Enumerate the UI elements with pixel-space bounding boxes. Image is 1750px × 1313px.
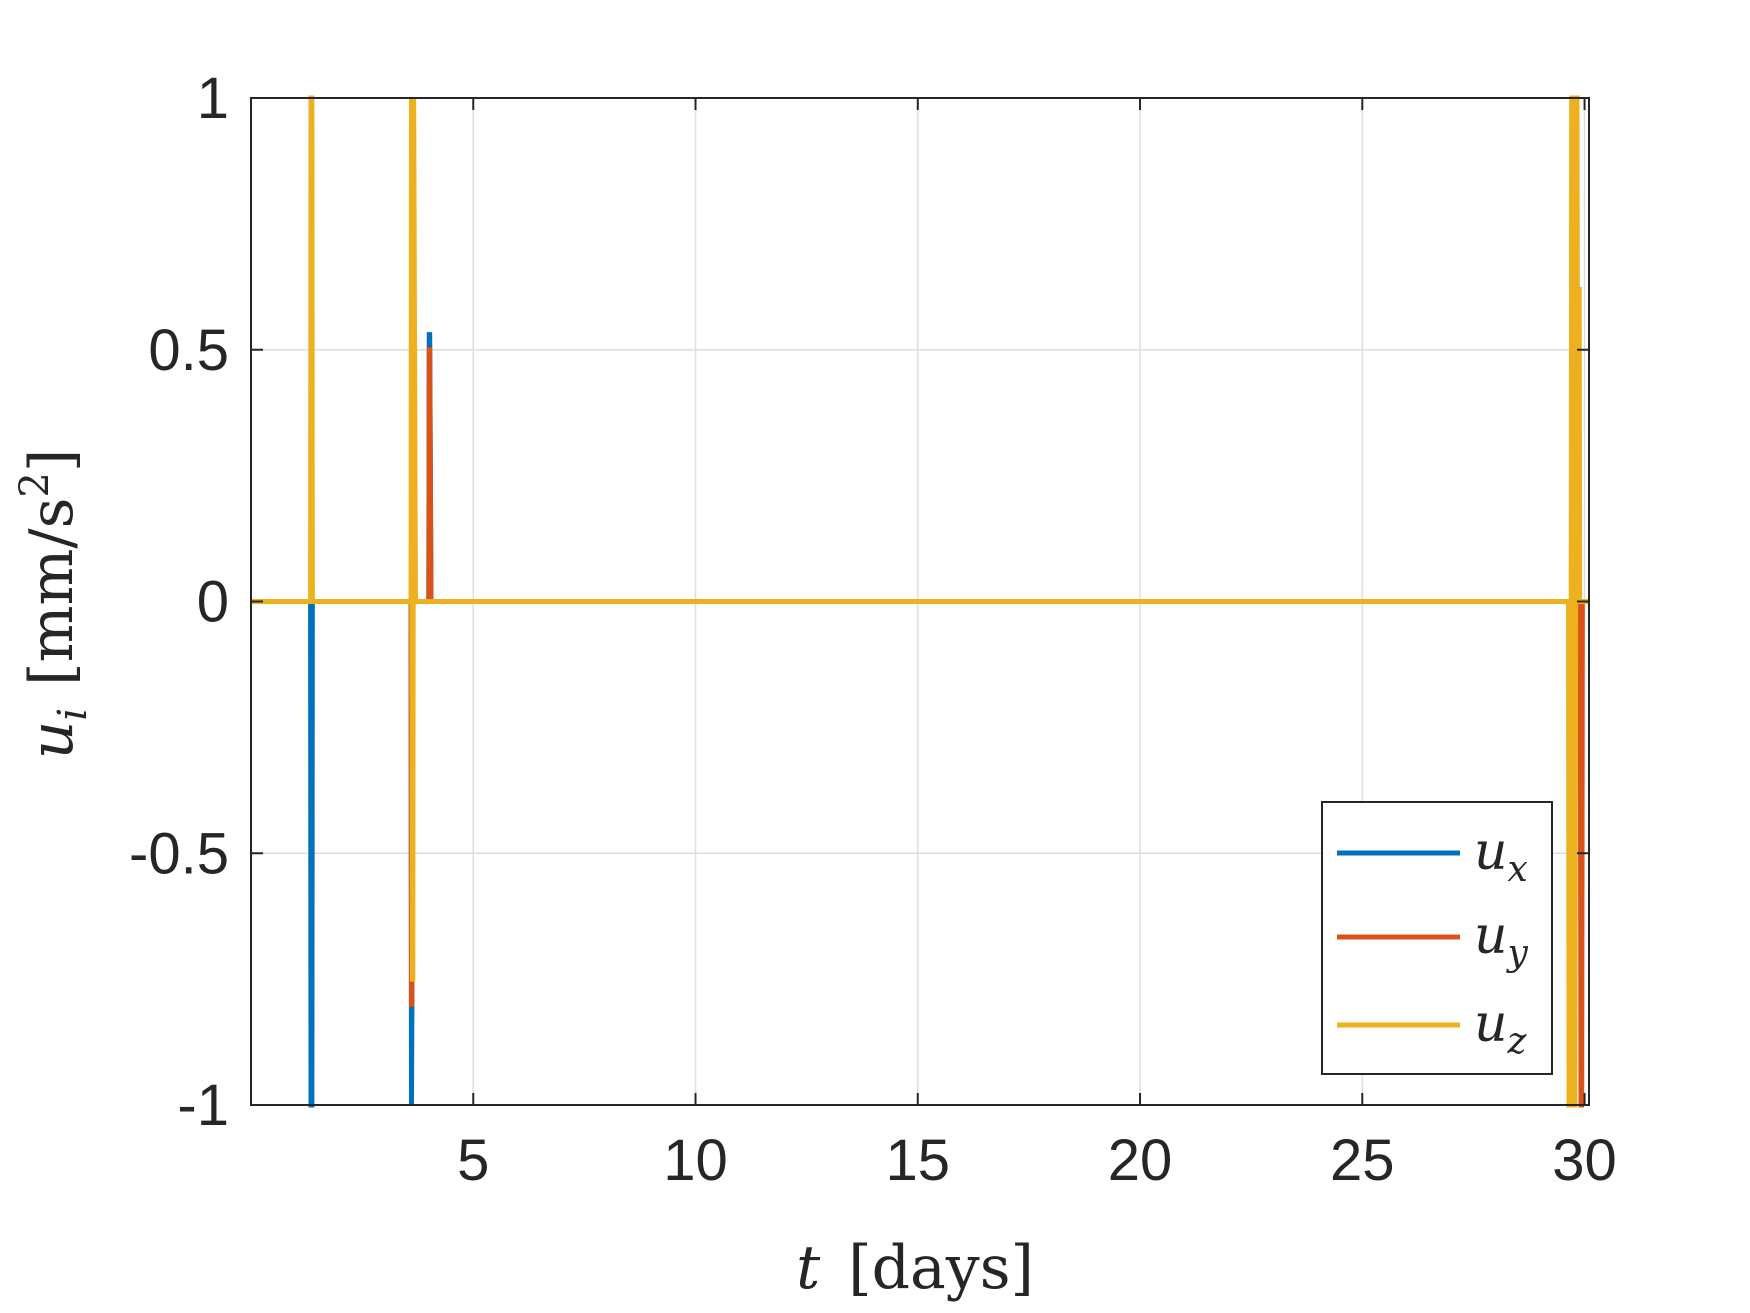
legend-label-y: uy bbox=[1474, 906, 1529, 974]
x-tick-labels: 5 10 15 20 25 30 bbox=[457, 1128, 1617, 1193]
y-axis-unit-open: [mm/s bbox=[17, 498, 87, 686]
x-tick-label: 20 bbox=[1108, 1128, 1173, 1193]
y-tick-labels: -1 -0.5 0 0.5 1 bbox=[129, 66, 229, 1138]
y-axis-subscript: i bbox=[50, 708, 96, 721]
x-tick-label: 30 bbox=[1552, 1128, 1617, 1193]
ticks bbox=[251, 97, 1589, 1106]
y-tick-label: 0 bbox=[197, 570, 229, 635]
x-tick-label: 5 bbox=[457, 1128, 489, 1193]
y-tick-label: 0.5 bbox=[148, 318, 229, 383]
x-tick-label: 25 bbox=[1330, 1128, 1395, 1193]
y-axis-variable: u bbox=[17, 721, 87, 760]
legend-label-x: ux bbox=[1474, 822, 1528, 890]
y-axis-unit-close: ] bbox=[17, 449, 87, 472]
x-tick-label: 10 bbox=[663, 1128, 728, 1193]
legend-label-z: uz bbox=[1474, 994, 1528, 1062]
y-tick-label: -0.5 bbox=[129, 821, 229, 886]
x-axis-unit: [days] bbox=[848, 1233, 1034, 1303]
y-tick-label: 1 bbox=[197, 66, 229, 131]
y-axis-label: ui [mm/s2] bbox=[12, 449, 96, 760]
x-tick-label: 15 bbox=[886, 1128, 951, 1193]
y-tick-label: -1 bbox=[177, 1073, 229, 1138]
legend: ux uy uz bbox=[1321, 801, 1553, 1075]
x-axis-variable: t bbox=[796, 1233, 821, 1303]
x-axis-label: t [days] bbox=[796, 1233, 1034, 1303]
y-axis-unit-superscript: 2 bbox=[12, 472, 58, 497]
